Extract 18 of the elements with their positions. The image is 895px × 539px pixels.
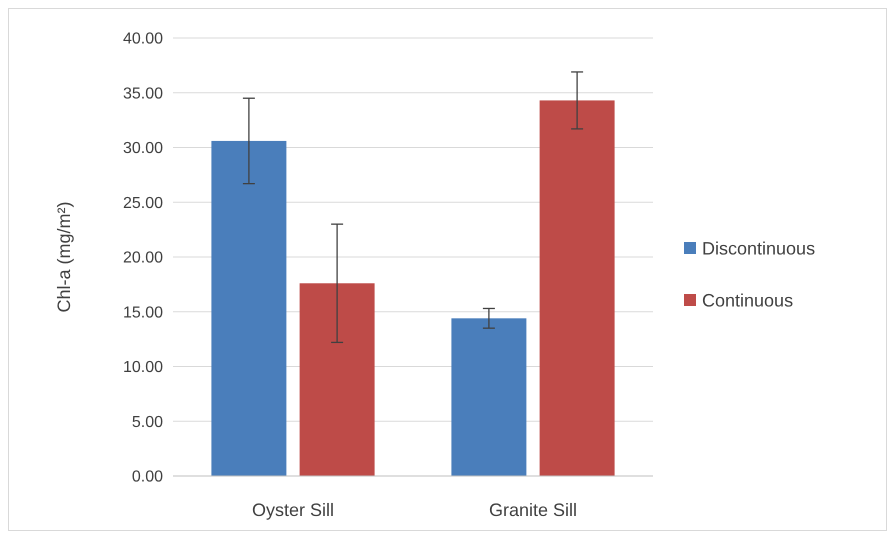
y-tick-label: 40.00	[122, 30, 164, 48]
y-tick-label: 35.00	[122, 85, 164, 102]
x-tick-label: Oyster Sill	[252, 500, 334, 520]
bar	[540, 100, 615, 476]
y-tick-label: 15.00	[122, 304, 164, 322]
y-tick-label: 20.00	[122, 250, 164, 267]
y-tick-label: 5.00	[132, 414, 164, 431]
legend-label: Discontinuous	[702, 238, 816, 258]
y-tick-label: 30.00	[122, 140, 164, 158]
x-tick-label: Granite Sill	[488, 500, 578, 520]
bar	[451, 318, 526, 476]
bar	[300, 283, 375, 476]
bar	[211, 140, 286, 476]
y-tick-label: 10.00	[122, 359, 164, 376]
y-tick-label: 0.00	[132, 468, 164, 486]
legend-label: Continuous	[702, 290, 794, 310]
y-axis-title: Chl-a (mg/m²)	[54, 202, 74, 312]
y-tick-label: 25.00	[122, 194, 164, 212]
